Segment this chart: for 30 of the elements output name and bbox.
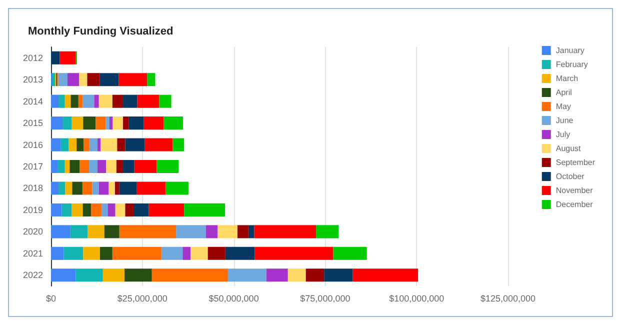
legend-label: September [556,158,596,167]
y-tick-label: 2013 [22,74,43,85]
y-tick-label: 2016 [22,140,43,150]
y-tick-label: 2019 [22,204,43,215]
legend-label: January [556,46,584,55]
chart-title: Monthly Funding Visualized [28,26,174,38]
x-tick-label: $25,000,000 [117,294,168,304]
legend-label: May [556,102,571,111]
x-tick-label: $125,000,000 [480,294,536,304]
y-tick-label: 2020 [22,226,43,237]
y-tick-label: 2012 [22,52,43,63]
legend-label: August [556,144,582,153]
legend-label: March [556,74,578,83]
y-tick-label: 2021 [22,248,43,258]
x-tick-label: $50,000,000 [208,294,259,304]
y-tick-label: 2015 [22,118,43,128]
y-tick-label: 2014 [22,96,43,106]
y-tick-label: 2022 [22,270,43,280]
legend-label: February [556,60,588,69]
x-tick-label: $100,000,000 [389,294,444,304]
legend-label: December [556,200,594,209]
x-tick-label: $75,000,000 [300,294,350,304]
x-tick-label: $0 [46,294,56,304]
legend-label: April [556,88,572,97]
legend-label: June [556,116,574,125]
y-tick-label: 2018 [22,183,43,194]
y-tick-label: 2017 [22,162,43,172]
legend-label: November [556,186,594,195]
legend-label: July [556,130,570,139]
legend-label: October [556,172,585,181]
